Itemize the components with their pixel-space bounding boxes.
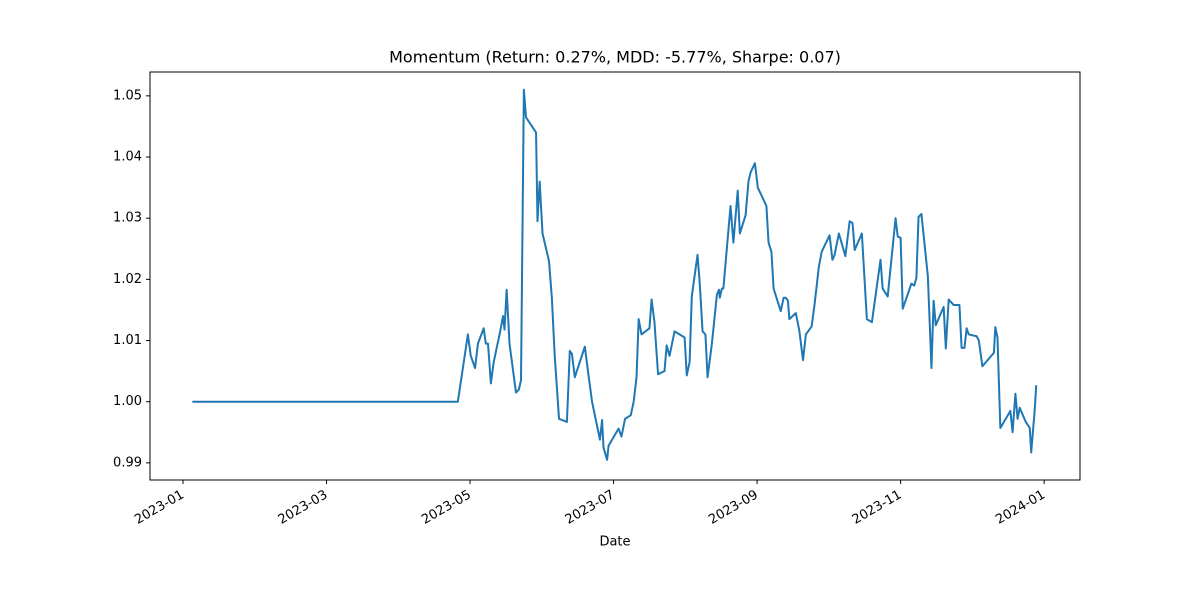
y-tick-label: 1.05: [113, 88, 142, 103]
y-tick-label: 1.02: [113, 272, 142, 287]
data-line: [192, 88, 1038, 461]
y-tick-label: 1.03: [113, 211, 142, 226]
y-tick-label: 1.00: [113, 394, 142, 409]
y-tick-label: 0.99: [113, 455, 142, 470]
chart-title: Momentum (Return: 0.27%, MDD: -5.77%, Sh…: [389, 48, 841, 67]
y-tick-label: 1.04: [113, 150, 142, 165]
x-axis-label: Date: [599, 535, 630, 550]
y-tick-label: 1.01: [113, 333, 142, 348]
plot-frame: [149, 71, 1081, 481]
